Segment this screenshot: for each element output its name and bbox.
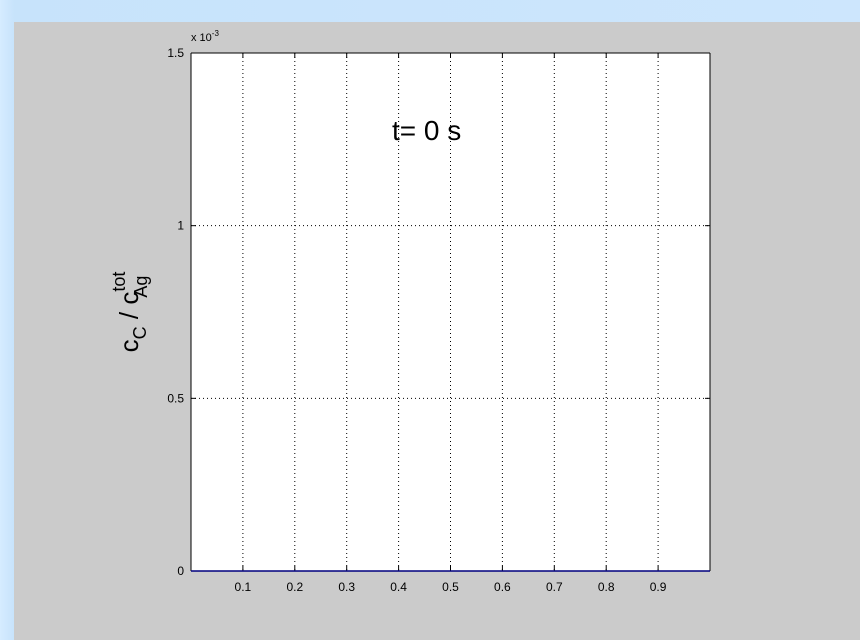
ylabel-sub2: Ag (131, 276, 151, 298)
x-tick-label: 0.9 (650, 580, 667, 594)
y-exponent-label: x 10-3 (191, 29, 219, 44)
x-tick-label: 0.3 (338, 580, 355, 594)
time-annotation: t= 0 s (392, 115, 461, 146)
y-tick-label: 0.5 (167, 391, 184, 405)
x-tick-label: 0.4 (390, 580, 407, 594)
y-tick-label: 1 (177, 219, 184, 233)
x-tick-label: 0.2 (286, 580, 303, 594)
ylabel-base: c (114, 339, 144, 352)
ylabel-sup2: tot (109, 272, 129, 292)
x-grid-lines (242, 53, 659, 571)
y-tick-label: 0 (177, 564, 184, 578)
x-tick-label: 0.1 (235, 580, 252, 594)
figure-window: 0.1 0.2 0.3 0.4 0.5 0.6 0.7 0.8 0.9 0 0.5 1 1.5 x 1… (14, 22, 860, 640)
ylabel-base2: c (114, 292, 144, 305)
y-tick-label: 1.5 (167, 46, 184, 60)
ylabel-sub: C (130, 326, 150, 339)
ylabel-separator: / (114, 305, 144, 327)
axes-background (191, 53, 710, 571)
plot-area: 0.1 0.2 0.3 0.4 0.5 0.6 0.7 0.8 0.9 0 0.5 1 1.5 x 1… (109, 29, 711, 594)
y-exponent-power: -3 (212, 29, 220, 38)
x-tick-label: 0.8 (598, 580, 615, 594)
y-tick-labels: 0 0.5 1 1.5 (167, 46, 184, 578)
x-tick-label: 0.7 (546, 580, 563, 594)
y-axis-label: cC / ctot Ag (109, 272, 151, 353)
x-tick-label: 0.5 (442, 580, 459, 594)
x-tick-label: 0.6 (494, 580, 511, 594)
x-tick-labels: 0.1 0.2 0.3 0.4 0.5 0.6 0.7 0.8 0.9 (235, 580, 667, 594)
